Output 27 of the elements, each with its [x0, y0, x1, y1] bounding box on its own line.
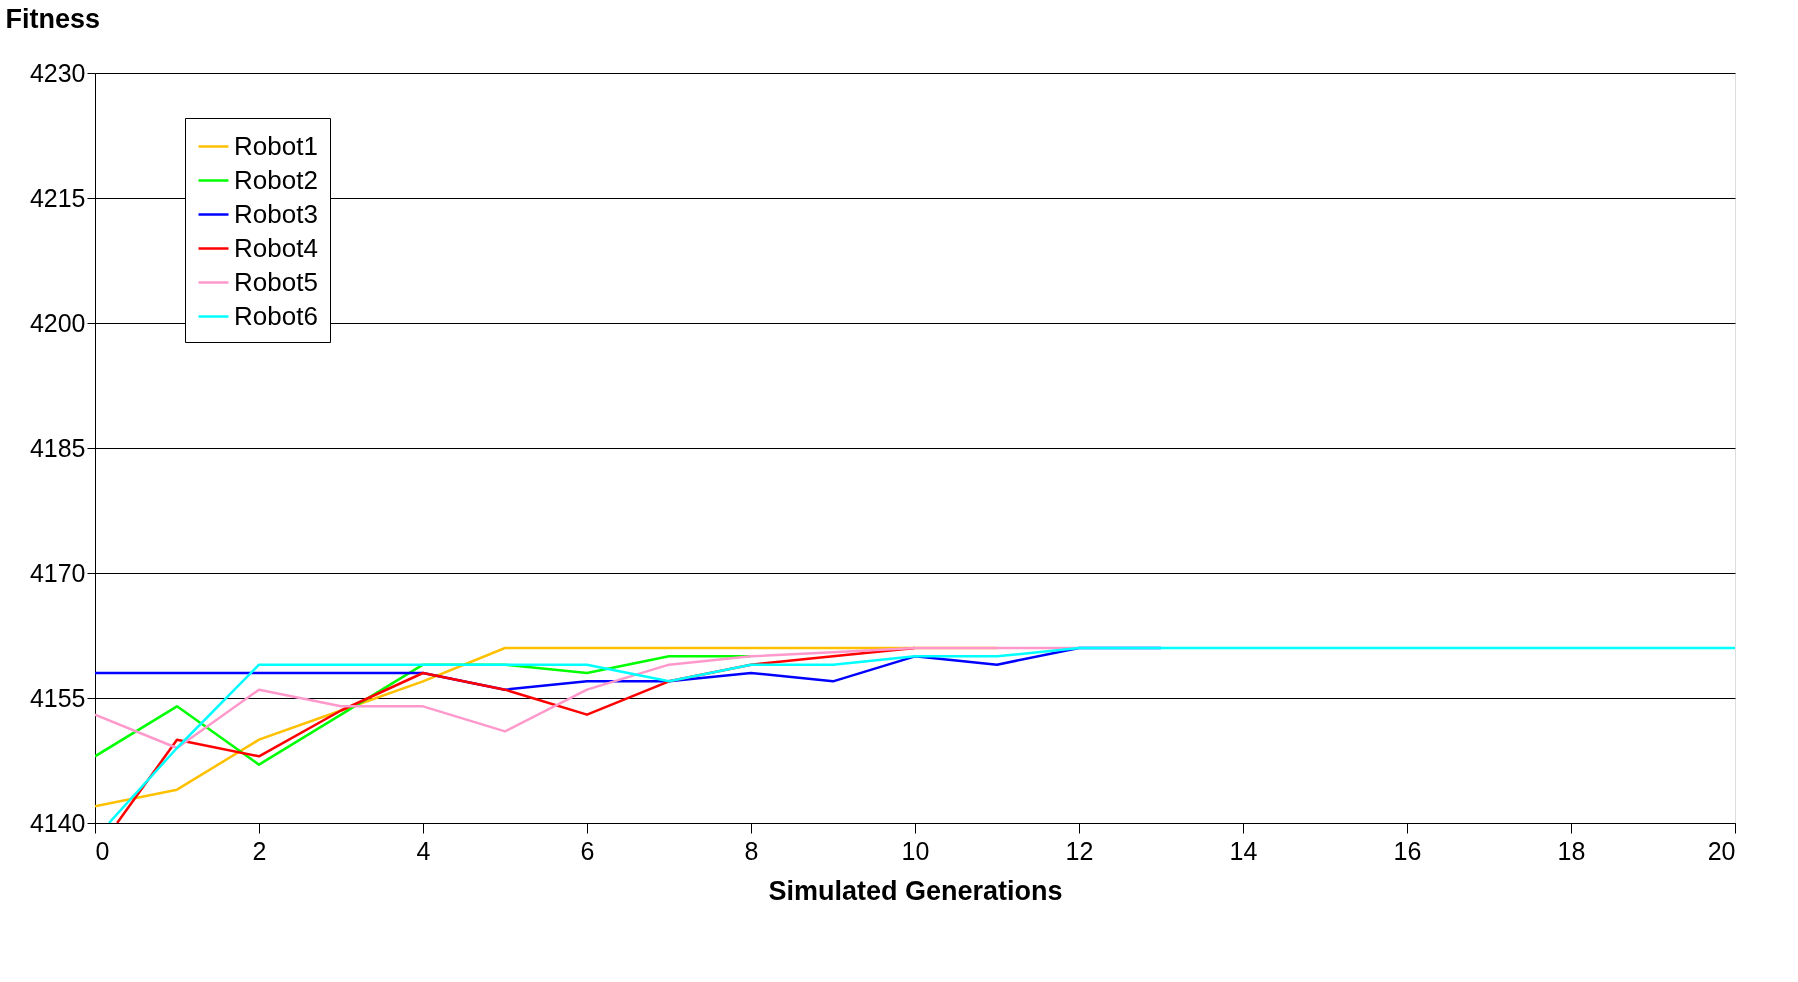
x-tick-label: 14	[1229, 836, 1258, 865]
x-tick-label: 16	[1393, 836, 1422, 865]
legend-label: Robot2	[234, 164, 318, 195]
x-tick-label: 8	[744, 836, 759, 865]
legend-label: Robot1	[234, 130, 318, 161]
y-tick-label: 4200	[29, 308, 86, 337]
y-tick-label: 4155	[29, 683, 86, 712]
y-tick-label: 4140	[29, 808, 86, 837]
x-tick-label: 18	[1557, 836, 1586, 865]
x-tick-label: 20	[1707, 836, 1736, 865]
legend-label: Robot6	[234, 300, 318, 331]
x-tick-label: 12	[1065, 836, 1094, 865]
x-tick-label: 6	[580, 836, 595, 865]
y-tick-label: 4230	[29, 58, 86, 87]
y-tick-label: 4215	[29, 183, 86, 212]
y-tick-label: 4185	[29, 433, 86, 462]
legend-label: Robot5	[234, 266, 318, 297]
x-axis-title: Simulated Generations	[768, 875, 1063, 906]
y-tick-label: 4170	[29, 558, 86, 587]
x-tick-label: 10	[901, 836, 930, 865]
legend-label: Robot4	[234, 232, 318, 263]
y-axis-title: Fitness	[5, 3, 101, 34]
x-tick-label: 2	[252, 836, 267, 865]
legend-label: Robot3	[234, 198, 318, 229]
line-series	[107, 646, 1735, 823]
x-tick-label: 4	[416, 836, 431, 865]
x-tick-label: 0	[95, 836, 110, 865]
